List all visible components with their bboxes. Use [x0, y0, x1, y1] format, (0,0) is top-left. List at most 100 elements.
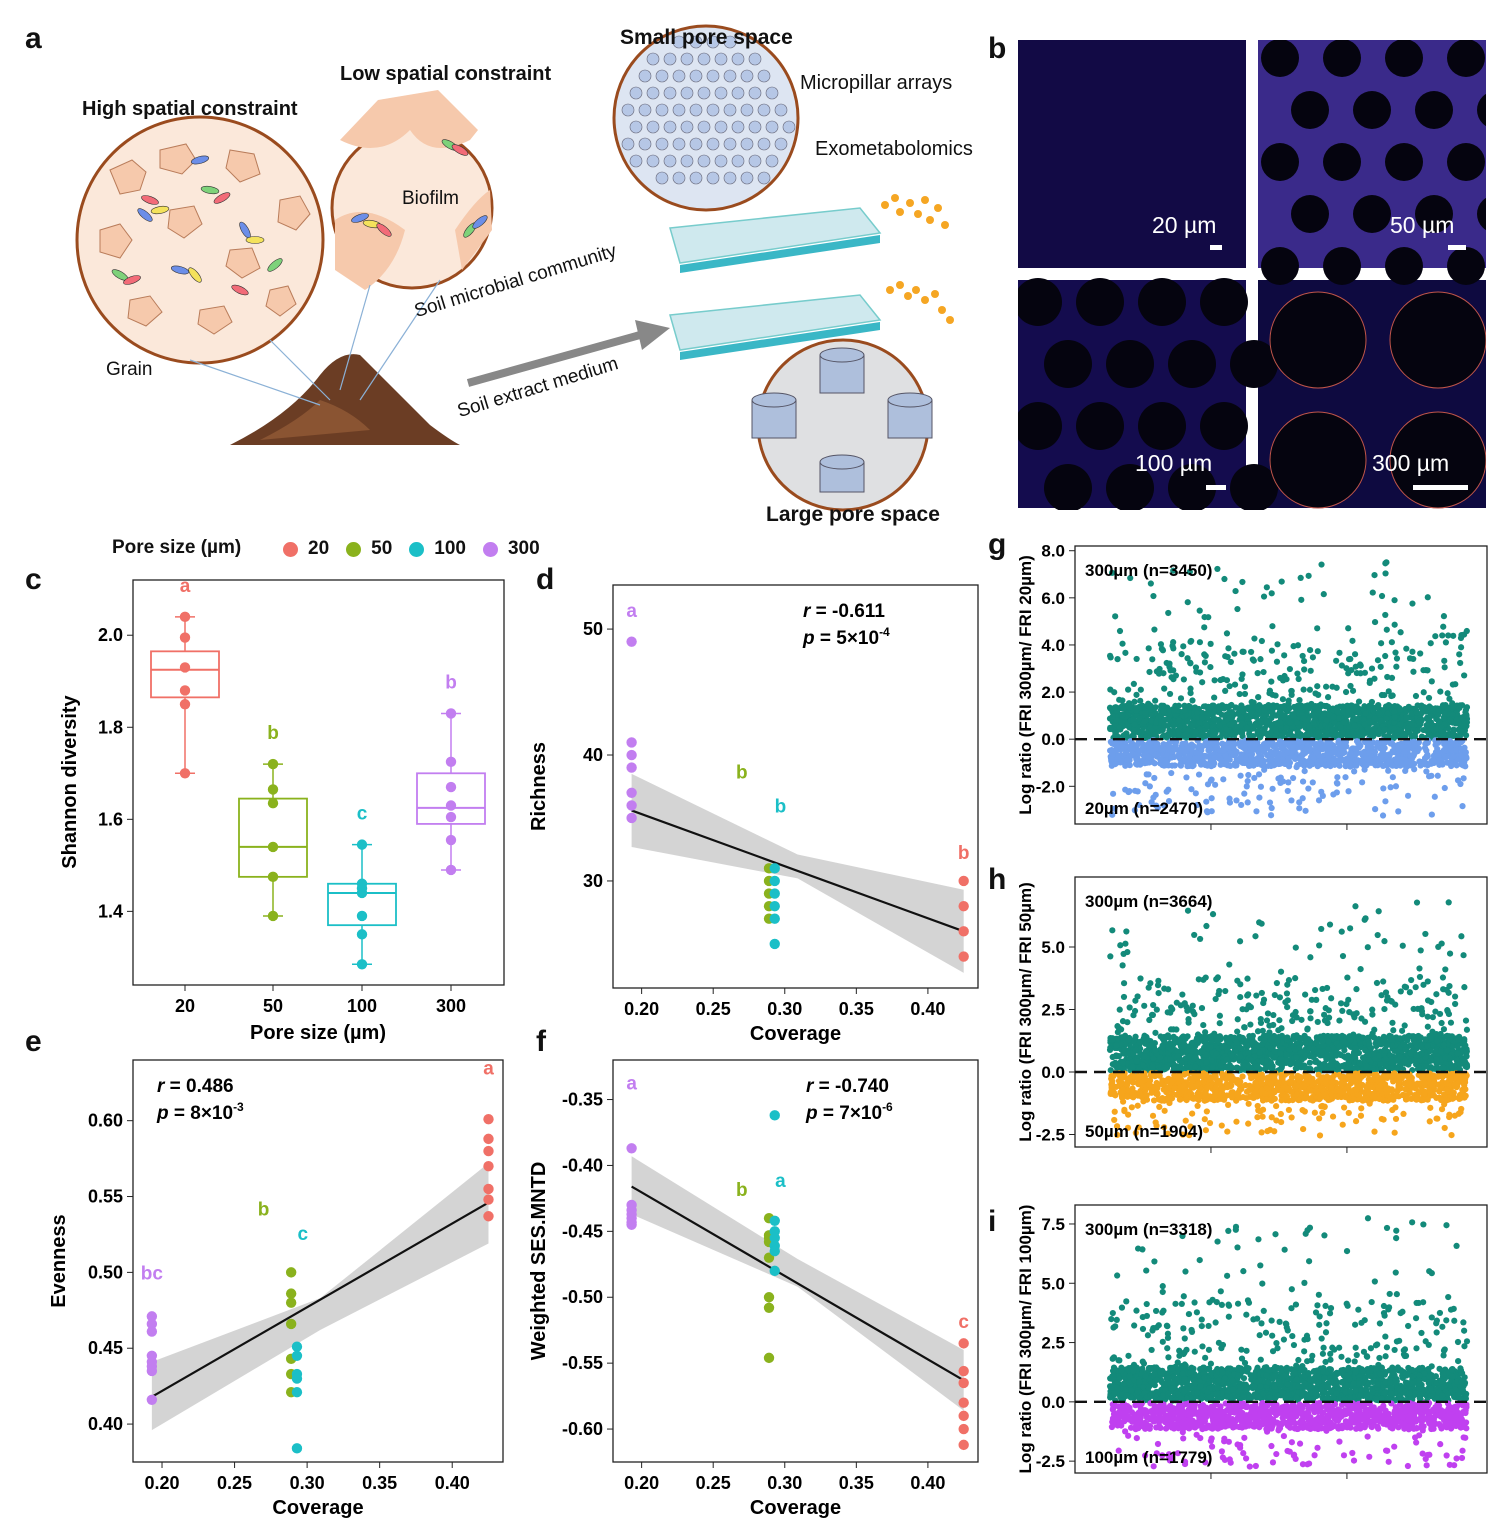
- data-point: [1334, 708, 1341, 716]
- data-point: [1353, 986, 1360, 993]
- data-point: [1396, 1035, 1404, 1042]
- data-point: [1247, 752, 1255, 759]
- significance-letter: c: [297, 1224, 308, 1245]
- data-point: [1378, 592, 1386, 600]
- data-point: [1119, 962, 1126, 969]
- pillar-hole: [1323, 247, 1361, 285]
- data-point: [1161, 1038, 1168, 1045]
- data-point: [1106, 652, 1114, 659]
- data-point: [1325, 1038, 1332, 1045]
- data-point: [1119, 640, 1126, 647]
- data-point: [1148, 747, 1155, 755]
- pillar-hole: [1138, 402, 1186, 450]
- data-point: [1410, 1037, 1417, 1044]
- data-point: [1392, 649, 1399, 656]
- large-pore-space-label: Large pore space: [766, 503, 940, 526]
- data-point: [1141, 718, 1148, 725]
- metabolite-droplet: [896, 208, 904, 216]
- data-point: [1223, 703, 1230, 710]
- data-point: [1386, 757, 1393, 764]
- data-point: [1460, 775, 1467, 782]
- data-point: [1265, 762, 1272, 770]
- data-point: [1401, 1058, 1408, 1065]
- data-point: [1168, 769, 1175, 777]
- data-point: [1297, 574, 1304, 582]
- data-point: [1433, 991, 1440, 998]
- data-point: [1379, 812, 1387, 819]
- data-point: [1203, 922, 1210, 930]
- data-point: [1223, 726, 1230, 733]
- data-point: [763, 1302, 775, 1313]
- data-point: [1250, 657, 1257, 664]
- data-point: [1308, 700, 1315, 708]
- data-point: [1225, 645, 1232, 652]
- data-point: [1347, 750, 1354, 757]
- data-point: [1126, 1004, 1133, 1011]
- data-point: [1146, 783, 1153, 790]
- micropillar: [689, 171, 703, 185]
- data-point: [1378, 640, 1385, 647]
- micropillar: [765, 86, 779, 100]
- data-point: [1432, 633, 1439, 640]
- data-point: [1366, 718, 1373, 726]
- data-point: [1336, 1017, 1343, 1024]
- p-symbol: p: [156, 1103, 169, 1124]
- data-point: [769, 1110, 780, 1121]
- data-point: [1267, 748, 1274, 755]
- x-tick-label: 0.40: [910, 999, 945, 1019]
- metabolite-spray: [881, 194, 954, 324]
- data-point: [1420, 689, 1427, 696]
- data-point: [1342, 760, 1349, 767]
- data-point: [1364, 944, 1371, 951]
- micropillar: [646, 154, 660, 168]
- data-point: [1307, 667, 1314, 674]
- data-point: [1277, 719, 1284, 726]
- micropillar: [723, 69, 737, 83]
- data-point: [769, 875, 780, 887]
- data-point: [1258, 920, 1265, 927]
- data-point: [1269, 691, 1276, 698]
- data-point: [1283, 990, 1291, 997]
- significance-letter: b: [267, 723, 279, 744]
- data-point: [291, 1350, 303, 1362]
- pillar-hole: [1415, 91, 1453, 129]
- correlation-p: p = 7×10-6: [805, 1100, 893, 1124]
- data-point: [1203, 798, 1210, 805]
- data-point: [1221, 575, 1228, 583]
- data-point: [1184, 599, 1191, 606]
- metabolite-droplet: [921, 296, 929, 304]
- data-point: [1393, 663, 1400, 670]
- data-point: [1416, 965, 1423, 972]
- y-tick-label: 1.4: [98, 901, 123, 921]
- x-tick-label: 0.25: [217, 1473, 252, 1493]
- data-point: [1257, 783, 1265, 790]
- data-point: [1353, 716, 1360, 723]
- data-point: [1428, 811, 1435, 818]
- pillar-hole: [1385, 40, 1423, 77]
- data-point: [1124, 756, 1131, 764]
- data-point: [1137, 686, 1144, 693]
- data-point: [1166, 690, 1174, 698]
- data-point: [1435, 706, 1442, 713]
- data-point: [1391, 714, 1398, 721]
- data-point: [1187, 638, 1194, 645]
- data-point: [1429, 757, 1437, 764]
- r-value: = -0.740: [813, 1076, 889, 1097]
- micropillar: [748, 154, 762, 168]
- micropillar: [689, 103, 703, 117]
- data-point: [1106, 1046, 1114, 1053]
- micropillar: [723, 171, 737, 185]
- data-point: [1318, 925, 1325, 933]
- data-point: [1425, 731, 1433, 738]
- data-point: [1369, 1011, 1376, 1018]
- data-point: [1318, 1049, 1325, 1056]
- data-point: [1327, 763, 1334, 770]
- data-point: [1288, 687, 1295, 695]
- data-point: [1295, 675, 1302, 683]
- data-point: [1361, 1018, 1369, 1025]
- data-point: [1306, 1059, 1313, 1066]
- data-point: [1308, 759, 1315, 766]
- y-tick-label: 40: [583, 745, 603, 765]
- y-tick-label: 6.0: [1041, 589, 1065, 608]
- data-point: [1315, 729, 1322, 737]
